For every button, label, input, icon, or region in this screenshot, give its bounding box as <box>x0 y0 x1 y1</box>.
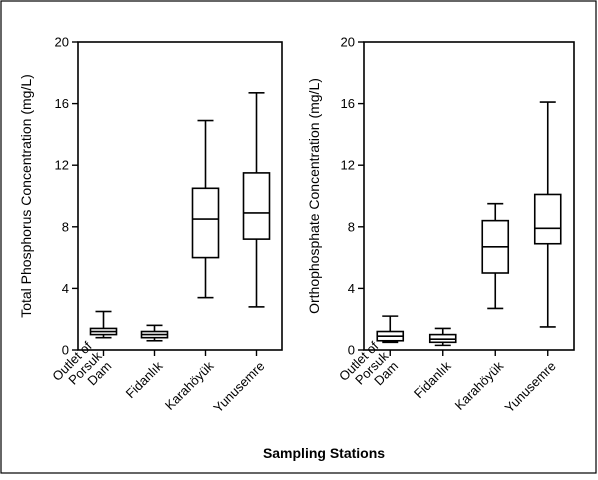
y-tick-label: 20 <box>55 35 69 50</box>
y-axis-title: Total Phosphorus Concentration (mg/L) <box>18 74 34 318</box>
y-axis-title: Orthophosphate Concentration (mg/L) <box>306 78 322 314</box>
y-tick-label: 16 <box>341 96 355 111</box>
x-axis-title: Sampling Stations <box>263 445 385 461</box>
iqr-box <box>191 187 220 259</box>
y-tick-label: 0 <box>62 343 69 358</box>
plot-frame <box>363 41 575 351</box>
iqr-box <box>533 193 562 245</box>
y-tick-label: 12 <box>55 158 69 173</box>
y-tick-label: 8 <box>348 219 355 234</box>
plot-frame <box>77 41 283 351</box>
y-tick-label: 8 <box>62 219 69 234</box>
y-tick-label: 0 <box>348 343 355 358</box>
y-tick-label: 12 <box>341 158 355 173</box>
y-tick-label: 4 <box>62 281 69 296</box>
y-tick-label: 20 <box>341 35 355 50</box>
y-tick-label: 16 <box>55 96 69 111</box>
iqr-box <box>242 172 271 240</box>
y-tick-label: 4 <box>348 281 355 296</box>
